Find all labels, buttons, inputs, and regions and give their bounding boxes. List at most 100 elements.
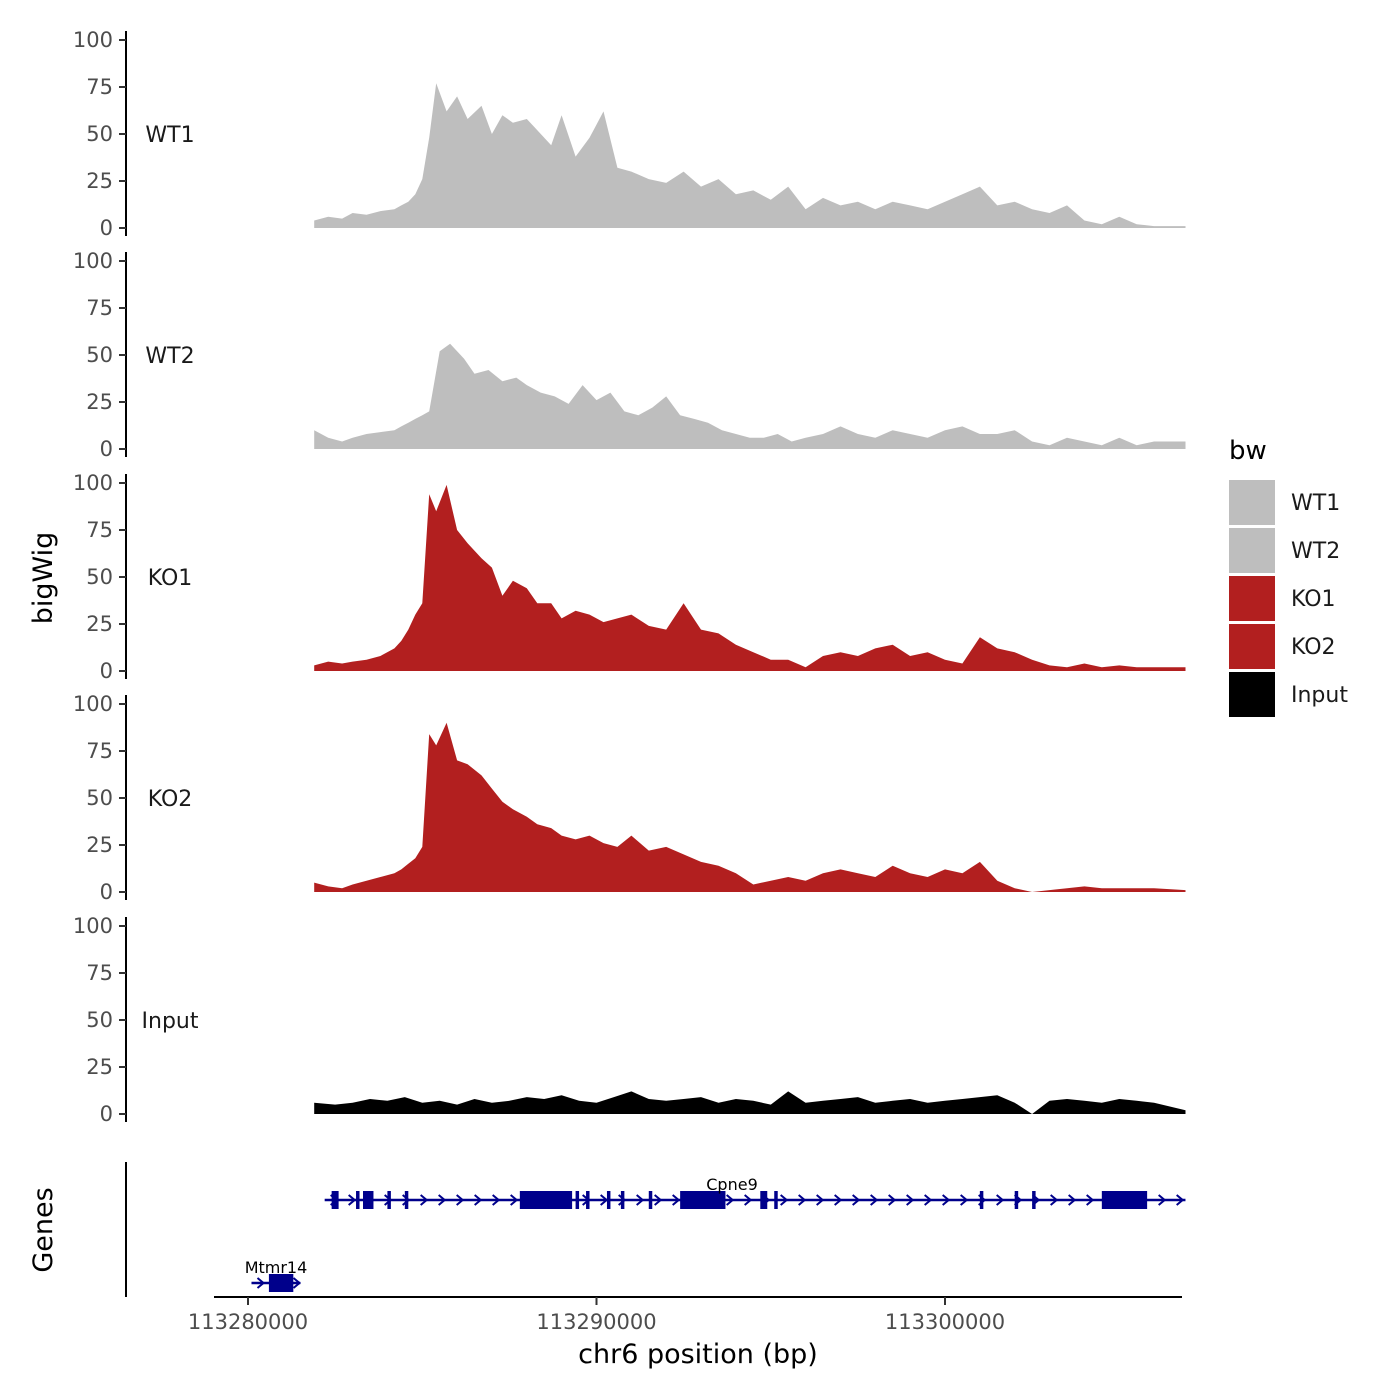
track-label: KO2 (148, 787, 193, 812)
strand-arrow (780, 1194, 789, 1206)
area-input (314, 1091, 1186, 1114)
x-tick-label: 113300000 (885, 1310, 1005, 1334)
exon (606, 1191, 611, 1209)
gene-label: Mtmr14 (245, 1258, 308, 1277)
track-label: Input (142, 1009, 199, 1034)
y-tick-label: 0 (100, 437, 113, 461)
strand-arrow (420, 1194, 429, 1206)
x-tick-label: 113290000 (536, 1310, 656, 1334)
legend-title: bw (1229, 436, 1267, 466)
y-tick-label: 25 (86, 833, 113, 857)
signal-tracks: 0255075100WT10255075100WT20255075100KO10… (73, 28, 1186, 1126)
track-ko1: 0 25 50 75 100 KO1 (73, 471, 1186, 683)
strand-arrow (672, 1194, 681, 1206)
exon (620, 1191, 625, 1209)
y-tick-label: 75 (86, 296, 113, 320)
strand-arrow (870, 1194, 879, 1206)
exon (648, 1191, 653, 1209)
track-wt2: 0 25 50 75 100 WT2 (73, 249, 1186, 461)
y-tick-label: 100 (73, 471, 113, 495)
y-tick-label: 25 (86, 390, 113, 414)
strand-arrow (474, 1194, 483, 1206)
y-tick-label: 0 (100, 1102, 113, 1126)
y-axis-title: bigWig (28, 532, 59, 625)
legend-key-input (1229, 672, 1275, 717)
x-axis: 113280000 113290000 113300000 (188, 1296, 1182, 1334)
strand-arrow (942, 1194, 951, 1206)
exon (586, 1191, 590, 1209)
gene-label: Cpne9 (706, 1175, 758, 1194)
x-tick-label: 113280000 (188, 1310, 308, 1334)
strand-arrow (618, 1194, 627, 1206)
strand-arrow (726, 1194, 735, 1206)
gene-cpne9: Cpne9 (324, 1175, 1186, 1209)
y-tick-label: 25 (86, 1055, 113, 1079)
strand-arrow (256, 1277, 266, 1289)
track-label: WT1 (145, 123, 194, 148)
y-tick-label: 100 (73, 914, 113, 938)
exon (363, 1191, 374, 1209)
strand-arrow (1068, 1194, 1077, 1206)
legend-label: WT1 (1291, 491, 1340, 516)
strand-arrow (906, 1194, 915, 1206)
area-ko1 (314, 484, 1186, 671)
track-ko2: 0 25 50 75 100 KO2 (73, 692, 1186, 904)
strand-arrow (888, 1194, 897, 1206)
y-tick-label: 75 (86, 961, 113, 985)
track-wt1: 0 25 50 75 100 WT1 (73, 28, 1186, 240)
exon (1032, 1191, 1036, 1209)
exon (774, 1191, 778, 1209)
strand-arrow (292, 1277, 302, 1289)
legend-key-ko2 (1229, 624, 1275, 669)
exon (680, 1191, 726, 1209)
legend-label: Input (1291, 683, 1348, 708)
y-tick-label: 25 (86, 612, 113, 636)
area-wt2 (314, 343, 1186, 449)
y-tick-label: 50 (86, 565, 113, 589)
track-input: 0 25 50 75 100 Input (73, 914, 1186, 1126)
exon (1101, 1191, 1148, 1209)
exon (404, 1191, 409, 1209)
exon (331, 1191, 339, 1209)
strand-arrow (852, 1194, 861, 1206)
exon (575, 1191, 580, 1209)
strand-arrow (636, 1194, 645, 1206)
legend-label: KO1 (1291, 587, 1336, 612)
gene-mtmr14: Mtmr14 (245, 1258, 308, 1292)
y-tick-label: 0 (100, 216, 113, 240)
exon (519, 1191, 573, 1209)
strand-arrow (510, 1194, 519, 1206)
legend-label: WT2 (1291, 539, 1340, 564)
track-label: WT2 (145, 344, 194, 369)
legend-key-wt2 (1229, 528, 1275, 573)
exon (356, 1191, 360, 1209)
strand-arrow (1050, 1194, 1059, 1206)
y-tick-label: 100 (73, 28, 113, 52)
strand-arrow (1158, 1194, 1167, 1206)
genes-axis-title: Genes (28, 1187, 59, 1272)
strand-arrow (654, 1194, 663, 1206)
strand-arrow (348, 1194, 357, 1206)
area-wt1 (314, 83, 1186, 228)
strand-arrow (798, 1194, 807, 1206)
strand-arrow (744, 1194, 753, 1206)
exon (760, 1191, 768, 1209)
strand-arrow (816, 1194, 825, 1206)
y-tick-label: 100 (73, 249, 113, 273)
strand-arrow (492, 1194, 501, 1206)
legend-label: KO2 (1291, 635, 1336, 660)
y-tick-label: 50 (86, 786, 113, 810)
exon (387, 1191, 391, 1209)
track-label: KO1 (148, 566, 193, 591)
strand-arrow (1086, 1194, 1095, 1206)
y-tick-label: 50 (86, 343, 113, 367)
y-tick-label: 50 (86, 122, 113, 146)
area-ko2 (314, 722, 1186, 892)
strand-arrow (960, 1194, 969, 1206)
strand-arrow (924, 1194, 933, 1206)
genes-panel: Cpne9 Mtmr14 (125, 1162, 1186, 1297)
y-tick-label: 100 (73, 692, 113, 716)
strand-arrow (438, 1194, 447, 1206)
y-tick-label: 50 (86, 1008, 113, 1032)
